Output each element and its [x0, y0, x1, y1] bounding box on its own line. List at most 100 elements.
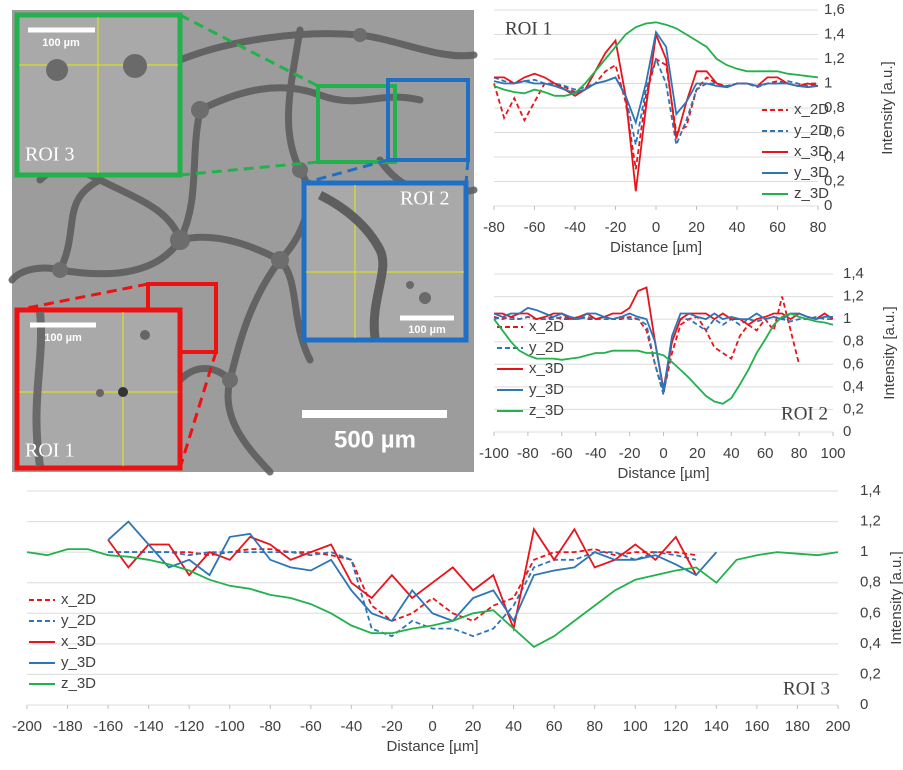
y-tick-label: 1,4	[860, 482, 881, 499]
x-tick-label: 60	[757, 445, 774, 462]
roi-2-box	[386, 78, 470, 162]
legend-label: x_2D	[529, 318, 564, 335]
cell	[419, 292, 431, 304]
y-tick-label: 0,4	[824, 148, 845, 165]
x-tick-label: 160	[744, 718, 769, 735]
x-tick-label: 60	[769, 219, 786, 236]
legend-label: x_3D	[794, 143, 829, 160]
y-tick-label: 0,4	[860, 635, 881, 652]
y-axis-label: Intensity [a.u.]	[879, 61, 896, 154]
y-tick-label: 0	[860, 696, 868, 713]
legend-label: z_3D	[61, 675, 96, 692]
y-tick-label: 0,8	[860, 574, 881, 591]
cell	[140, 330, 150, 340]
crosshair	[19, 17, 178, 173]
line-chart: 00,20,40,60,811,21,4-200 -180 -160 -140 -120…	[12, 482, 903, 755]
series-line	[493, 29, 819, 126]
x-tick-label: 60	[546, 718, 563, 735]
y-tick-label: 1,6	[824, 1, 845, 18]
y-tick-label: 0,8	[824, 99, 845, 116]
legend-label: y_3D	[529, 381, 564, 398]
roi-2-connector	[303, 158, 470, 185]
x-tick-label: -20	[605, 219, 627, 236]
micrograph: 100 µm ROI 3 100 µm ROI 2 100 µm ROI 1 5…	[8, 10, 478, 476]
line-chart: 0 0,2 0,4 0,6 0,8 1 1,2 1,4 1,6 -80 -60 -40 -20 0 20 40…	[483, 1, 896, 256]
x-tick-label: 200	[825, 718, 850, 735]
y-axis-label: Intensity [a.u.]	[888, 551, 903, 644]
chart-annotation: ROI 2	[781, 403, 828, 424]
series-line	[26, 548, 839, 648]
inset-label: ROI 2	[400, 188, 449, 210]
x-tick-label: -40	[585, 445, 607, 462]
x-tick-label: -20	[381, 718, 403, 735]
x-tick-label: -60	[300, 718, 322, 735]
x-tick-label: -60	[551, 445, 573, 462]
legend-label: y_3D	[61, 654, 96, 671]
y-tick-label: 0,2	[843, 400, 864, 417]
y-tick-label: 0,6	[860, 604, 881, 621]
y-tick-label: 0	[843, 423, 851, 440]
cell-edge	[317, 190, 388, 339]
scale-label: 500 µm	[334, 426, 416, 453]
y-tick-label: 0,4	[843, 378, 864, 395]
legend-label: z_3D	[529, 402, 564, 419]
chart-annotation: ROI 3	[783, 678, 830, 699]
x-axis-label: Distance [µm]	[610, 239, 702, 256]
series-line	[493, 21, 819, 97]
x-tick-label: 40	[505, 718, 522, 735]
x-tick-label: 20	[689, 445, 706, 462]
y-tick-label: 1	[860, 543, 868, 560]
x-tick-label: -180	[53, 718, 83, 735]
x-axis-label: Distance [µm]	[618, 465, 710, 482]
legend-label: z_3D	[794, 185, 829, 202]
legend-label: y_2D	[529, 339, 564, 356]
line-chart: 0 0,2 0,4 0,6 0,8 1 1,2 1,4 -100 -80 -60 -40 -20 0 20 4…	[479, 265, 898, 482]
legend-label: x_2D	[794, 101, 829, 118]
x-tick-label: 0	[659, 445, 667, 462]
x-tick-label: -80	[517, 445, 539, 462]
y-tick-label: 1,2	[860, 513, 881, 530]
x-tick-label: 120	[663, 718, 688, 735]
x-tick-label: -200	[12, 718, 42, 735]
x-tick-label: -100	[215, 718, 245, 735]
y-tick-label: 0,8	[843, 333, 864, 350]
x-tick-label: -100	[479, 445, 509, 462]
x-tick-label: 40	[729, 219, 746, 236]
x-tick-label: 80	[810, 219, 827, 236]
x-tick-label: 40	[723, 445, 740, 462]
x-axis-label: Distance [µm]	[387, 738, 479, 755]
x-tick-label: -160	[93, 718, 123, 735]
y-tick-label: 1,2	[824, 50, 845, 67]
legend-label: y_3D	[794, 164, 829, 181]
roi-1-connector	[16, 282, 218, 469]
y-tick-label: 1,4	[824, 25, 845, 42]
roi-3-inset: 100 µm ROI 3	[14, 12, 183, 178]
cell-clusters	[52, 28, 367, 388]
y-axis-label: Intensity [a.u.]	[881, 306, 898, 399]
scale-label: 100 µm	[44, 332, 82, 344]
x-tick-label: -60	[524, 219, 546, 236]
cell	[406, 281, 414, 289]
roi-2-inset: 100 µm ROI 2	[301, 180, 469, 343]
x-tick-label: 100	[820, 445, 845, 462]
legend-label: x_3D	[61, 633, 96, 650]
series-line	[107, 526, 697, 632]
cell	[96, 389, 104, 397]
series-line	[108, 548, 697, 622]
x-tick-label: -140	[134, 718, 164, 735]
x-tick-label: -40	[564, 219, 586, 236]
series-line	[493, 306, 833, 392]
x-tick-label: -80	[483, 219, 505, 236]
roi-3-box	[316, 84, 397, 164]
roi-3-connector	[179, 13, 319, 177]
y-tick-label: 0,2	[860, 665, 881, 682]
series-line	[493, 312, 834, 405]
x-tick-label: 180	[785, 718, 810, 735]
x-tick-label: 100	[623, 718, 648, 735]
roi-1-inset: 100 µm ROI 1	[14, 307, 183, 471]
y-tick-label: 0,2	[824, 172, 845, 189]
x-tick-label: 80	[791, 445, 808, 462]
legend-label: x_2D	[61, 591, 96, 608]
cell-edge	[32, 311, 46, 467]
